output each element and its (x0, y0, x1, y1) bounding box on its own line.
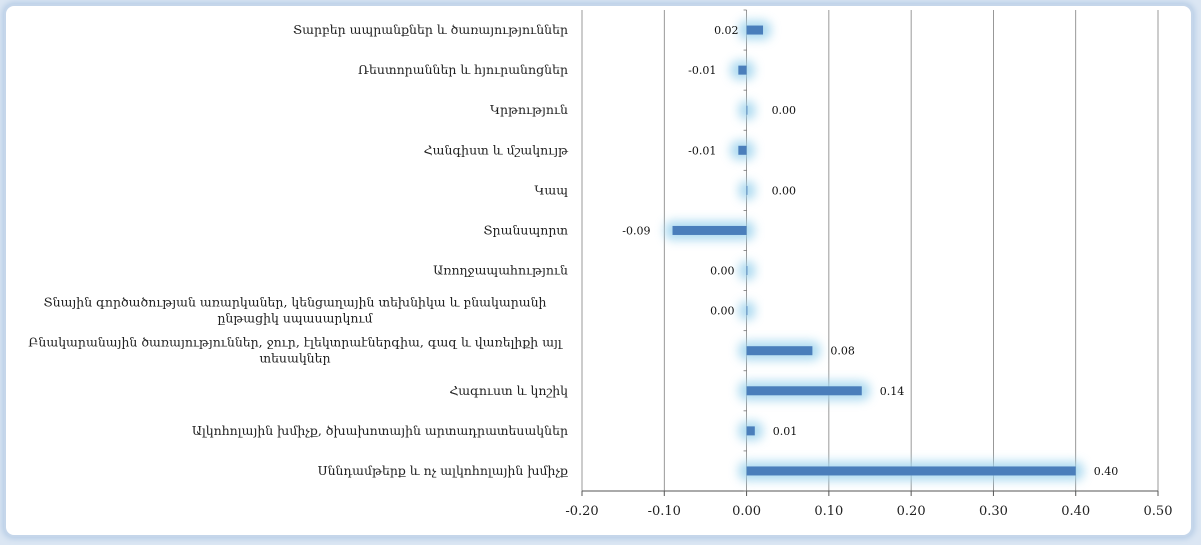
category-label: Ալկոհոլային խմիչք, ծխախոտային արտադրատես… (192, 423, 568, 438)
x-tick-label: -0.10 (648, 504, 681, 519)
data-label: 0.00 (772, 184, 797, 197)
bars (672, 25, 1076, 476)
bar (738, 145, 747, 155)
bar (738, 65, 747, 75)
x-tick-label: 0.10 (814, 504, 843, 519)
bar (746, 266, 748, 276)
data-label: 0.08 (830, 345, 855, 358)
x-tick-label: 0.00 (732, 504, 761, 519)
data-label: 0.14 (880, 385, 905, 398)
category-label-line: տեսակներ (259, 351, 330, 366)
data-label: -0.01 (688, 144, 716, 157)
category-label: Կապ (534, 182, 568, 197)
data-label: 0.00 (710, 305, 735, 318)
chart-frame (4, 4, 1193, 537)
category-label: Առողջապահություն (433, 263, 568, 278)
category-label: Ռեստորաններ և հյուրանոցներ (358, 62, 568, 77)
data-label: 0.00 (772, 104, 797, 117)
data-label: 0.40 (1094, 465, 1119, 478)
category-label: Տրանսպորտ (483, 222, 568, 237)
labels: -0.20 -0.10 0.00 0.10 0.20 0.30 0.40 0.50 0.02 -0… (28, 22, 1172, 519)
gridlines (581, 10, 1159, 491)
data-label: -0.01 (688, 64, 716, 77)
category-label-line: ընթացիկ սպասարկում (217, 311, 373, 326)
x-tick-label: 0.20 (897, 504, 926, 519)
bar (746, 466, 1076, 476)
category-label: Կրթություն (490, 102, 568, 117)
axes (581, 9, 1159, 496)
bar (672, 225, 747, 235)
bar (746, 185, 748, 195)
category-label: Բնակարանային ծառայություններ, ջուր, էլեկ… (28, 335, 563, 366)
bar (746, 25, 764, 35)
x-tick-label: 0.40 (1061, 504, 1090, 519)
data-label: 0.02 (714, 24, 739, 37)
x-tick-label: -0.20 (565, 504, 598, 519)
data-label: 0.00 (710, 265, 735, 278)
category-label: Տնային գործածության առարկաներ, կենցաղայի… (43, 295, 546, 326)
category-label: Սննդամթերք և ոչ ալկոհոլային խմիչք (318, 463, 568, 478)
bar-glows (664, 20, 1084, 481)
bar (746, 386, 862, 396)
category-label: Տարբեր ապրանքներ և ծառայություններ (293, 22, 568, 37)
x-tick-label: 0.30 (979, 504, 1008, 519)
category-label-line: Տնային գործածության առարկաներ, կենցաղայի… (43, 295, 546, 310)
bar (746, 105, 748, 115)
bar (746, 306, 748, 316)
category-label-line: Բնակարանային ծառայություններ, ջուր, էլեկ… (28, 335, 563, 350)
data-label: 0.01 (773, 425, 798, 438)
x-tick-label: 0.50 (1144, 504, 1173, 519)
bar (746, 346, 813, 356)
category-label: Հագուստ և կոշիկ (449, 383, 568, 398)
bar (746, 426, 755, 436)
category-label: Հանգիստ և մշակույթ (424, 142, 569, 157)
data-label: -0.09 (622, 224, 650, 237)
